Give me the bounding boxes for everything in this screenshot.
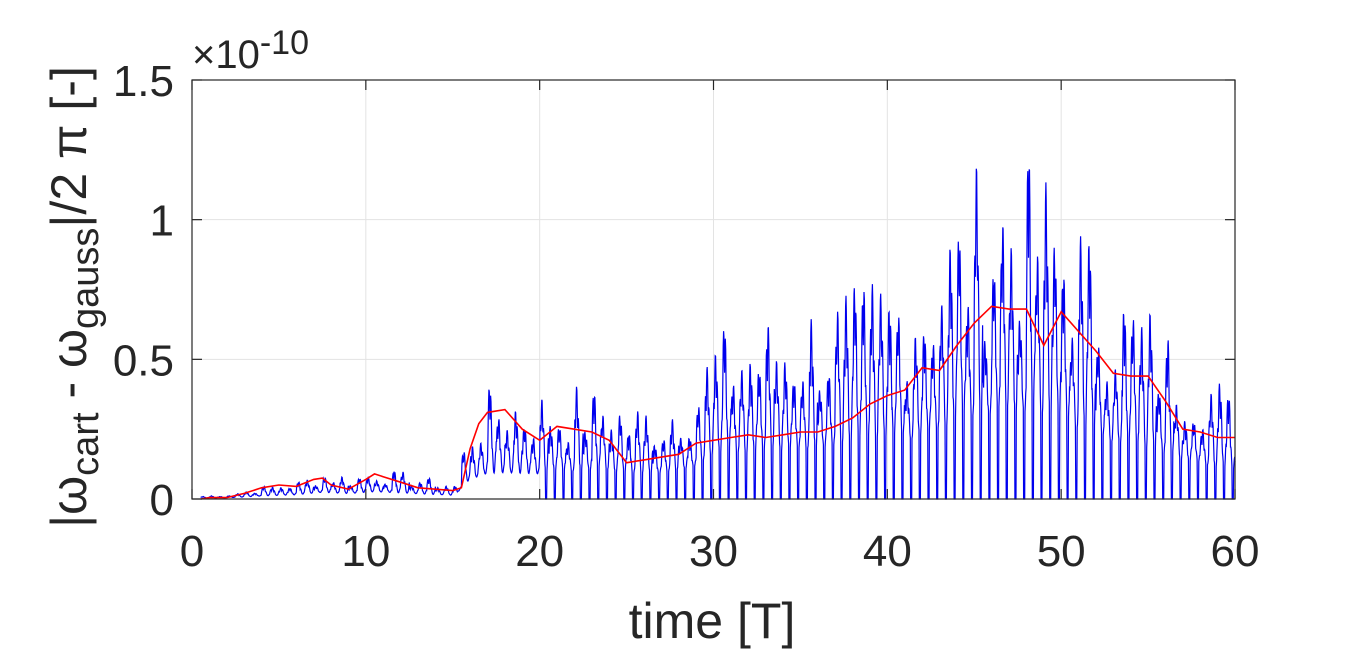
plot-area (200, 168, 1236, 500)
tick-labels: 0 10 20 30 40 50 60 0 0.5 1 1.5 (113, 57, 1260, 576)
y-exponent: ×10-10 (192, 24, 309, 77)
series-line-red (200, 305, 1235, 500)
x-tick-label: 60 (1211, 527, 1260, 576)
x-tick-label: 50 (1037, 527, 1086, 576)
x-tick-label: 30 (689, 527, 738, 576)
y-multiplier-label: ×10-10 (192, 24, 309, 77)
ticks (191, 79, 1236, 500)
x-tick-label: 10 (341, 527, 390, 576)
y-axis-label: |ωcart - ωgauss|/2 π [-] (41, 66, 107, 528)
y-tick-label: 0 (150, 476, 174, 525)
x-tick-label: 20 (515, 527, 564, 576)
series-line-blue (200, 168, 1236, 500)
x-tick-label: 40 (863, 527, 912, 576)
x-tick-label: 0 (180, 527, 204, 576)
x-axis-label: time [T] (629, 593, 796, 649)
y-tick-label: 1.5 (113, 57, 174, 106)
y-tick-label: 1 (150, 197, 174, 246)
y-tick-label: 0.5 (113, 336, 174, 385)
